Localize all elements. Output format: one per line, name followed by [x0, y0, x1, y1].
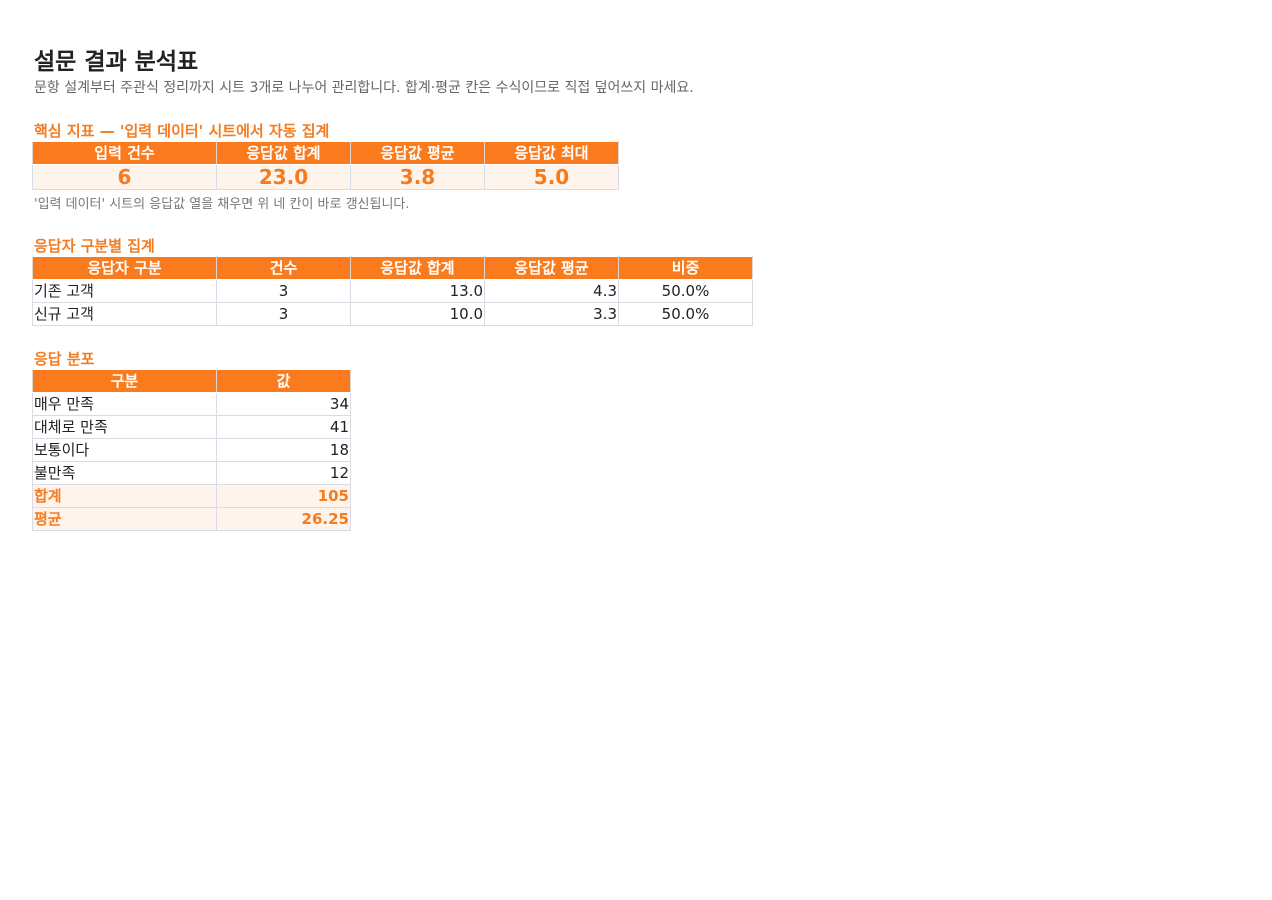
segment-table: 응답자 구분 건수 응답값 합계 응답값 평균 비중 기존 고객 3 13.0 4.3 50.0%… [32, 256, 753, 326]
header-cell: 응답값 합계 [216, 141, 351, 165]
header-cell: 건수 [216, 256, 351, 280]
cell: 18 [216, 438, 351, 462]
data-row: 매우 만족 34 [32, 392, 351, 416]
cell: 10.0 [350, 302, 485, 326]
header-cell: 값 [216, 369, 351, 393]
cell: 13.0 [350, 279, 485, 303]
cell: 신규 고객 [32, 302, 217, 326]
cell: 34 [216, 392, 351, 416]
data-row: 불만족 12 [32, 461, 351, 485]
data-row: 신규 고객 3 10.0 3.3 50.0% [32, 302, 753, 326]
section-heading: 핵심 지표 — '입력 데이터' 시트에서 자동 집계 [34, 122, 330, 140]
cell: 대체로 만족 [32, 415, 217, 439]
data-row: 대체로 만족 41 [32, 415, 351, 439]
cell: 41 [216, 415, 351, 439]
header-row: 구분 값 [32, 369, 351, 393]
note: '입력 데이터' 시트의 응답값 열을 채우면 위 네 칸이 바로 갱신됩니다. [34, 197, 410, 212]
header-cell: 입력 건수 [32, 141, 217, 165]
subtitle: 문항 설계부터 주관식 정리까지 시트 3개로 나누어 관리합니다. 합계·평균… [34, 80, 694, 96]
summary-row: 합계 105 [32, 484, 351, 508]
cell: 불만족 [32, 461, 217, 485]
cell: 3 [216, 279, 351, 303]
header-cell: 응답자 구분 [32, 256, 217, 280]
cell: 4.3 [484, 279, 619, 303]
cell: 50.0% [618, 279, 753, 303]
kpi-value: 6 [32, 164, 217, 190]
cell: 105 [216, 484, 351, 508]
kpi-value: 3.8 [350, 164, 485, 190]
cell: 기존 고객 [32, 279, 217, 303]
title: 설문 결과 분석표 [34, 49, 199, 75]
kpi-value: 5.0 [484, 164, 619, 190]
cell: 3.3 [484, 302, 619, 326]
header-cell: 응답값 합계 [350, 256, 485, 280]
summary-row: 평균 26.25 [32, 507, 351, 531]
header-cell: 응답값 최대 [484, 141, 619, 165]
header-row: 응답자 구분 건수 응답값 합계 응답값 평균 비중 [32, 256, 753, 280]
cell: 3 [216, 302, 351, 326]
header-cell: 응답값 평균 [484, 256, 619, 280]
cell: 평균 [32, 507, 217, 531]
cell: 50.0% [618, 302, 753, 326]
data-row: 기존 고객 3 13.0 4.3 50.0% [32, 279, 753, 303]
header-row: 입력 건수 응답값 합계 응답값 평균 응답값 최대 [32, 141, 619, 165]
section-heading: 응답자 구분별 집계 [34, 237, 155, 255]
cell: 12 [216, 461, 351, 485]
kpi-table: 입력 건수 응답값 합계 응답값 평균 응답값 최대 6 23.0 3.8 5.0 [32, 141, 619, 190]
header-cell: 비중 [618, 256, 753, 280]
cell: 매우 만족 [32, 392, 217, 416]
header-cell: 구분 [32, 369, 217, 393]
distribution-table: 구분 값 매우 만족 34 대체로 만족 41 보통이다 18 불만족 12 합계 105 평균 26.2… [32, 369, 351, 531]
section-heading: 응답 분포 [34, 350, 95, 368]
header-cell: 응답값 평균 [350, 141, 485, 165]
cell: 보통이다 [32, 438, 217, 462]
kpi-value: 23.0 [216, 164, 351, 190]
cell: 합계 [32, 484, 217, 508]
value-row: 6 23.0 3.8 5.0 [32, 164, 619, 190]
data-row: 보통이다 18 [32, 438, 351, 462]
cell: 26.25 [216, 507, 351, 531]
